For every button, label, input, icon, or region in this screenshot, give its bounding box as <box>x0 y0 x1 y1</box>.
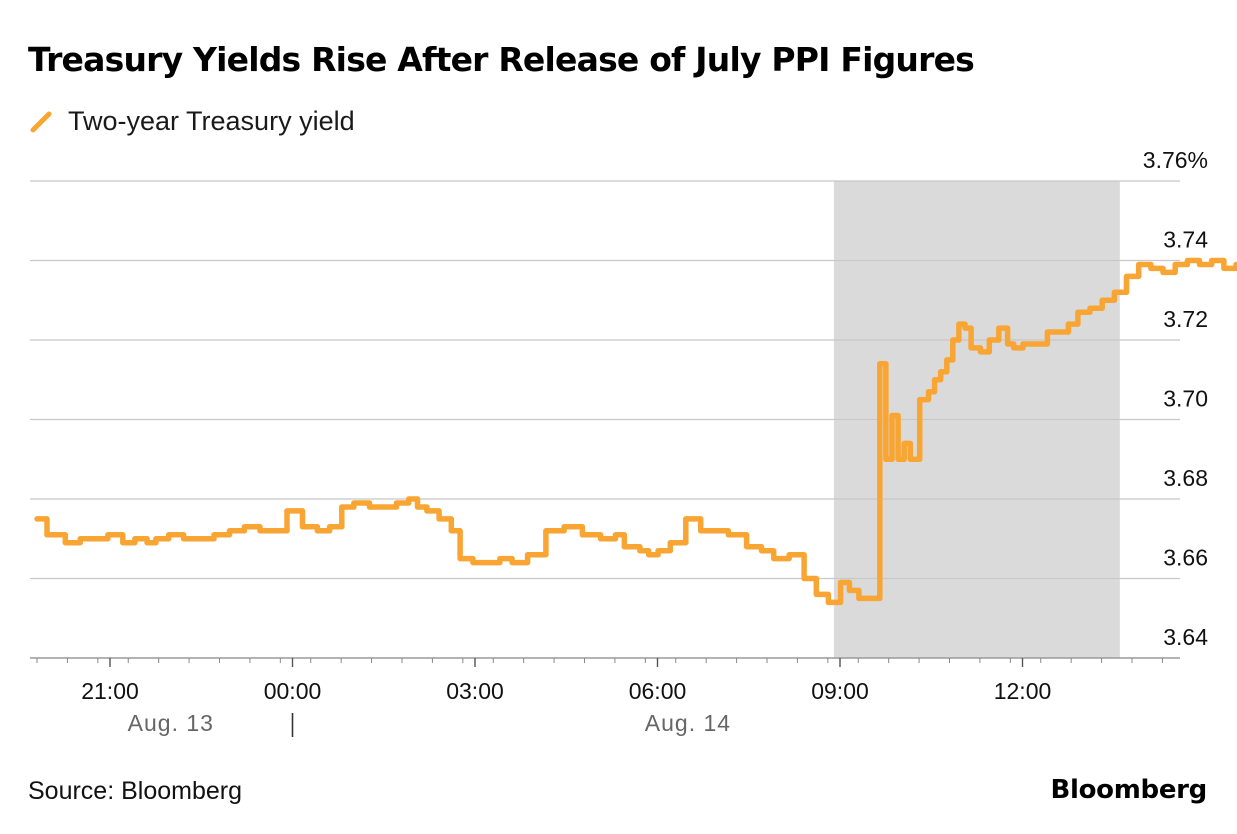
date-label: Aug. 14 <box>645 710 731 736</box>
series-line-two-year-yield <box>34 257 1237 606</box>
x-tick-label: 00:00 <box>264 678 322 704</box>
y-tick-label: 3.72 <box>1163 306 1208 332</box>
x-tick-label: 12:00 <box>994 678 1052 704</box>
y-tick-label: 3.76% <box>1143 147 1208 173</box>
y-tick-label: 3.66 <box>1163 545 1208 571</box>
date-label: Aug. 13 <box>128 710 214 736</box>
legend: Two-year Treasury yield <box>30 106 355 137</box>
legend-label: Two-year Treasury yield <box>68 106 355 136</box>
legend-line-icon <box>30 111 52 132</box>
y-tick-label: 3.68 <box>1163 465 1208 491</box>
x-tick-label: 21:00 <box>81 678 139 704</box>
chart-title: Treasury Yields Rise After Release of Ju… <box>28 40 975 79</box>
y-tick-label: 3.74 <box>1163 227 1208 253</box>
x-tick-label: 03:00 <box>446 678 504 704</box>
brand-logo: Bloomberg <box>1050 775 1207 805</box>
x-tick-label: 06:00 <box>629 678 687 704</box>
y-tick-label: 3.70 <box>1163 386 1208 412</box>
x-tick-label: 09:00 <box>811 678 869 704</box>
y-tick-label: 3.64 <box>1163 624 1208 650</box>
source-note: Source: Bloomberg <box>28 777 243 805</box>
